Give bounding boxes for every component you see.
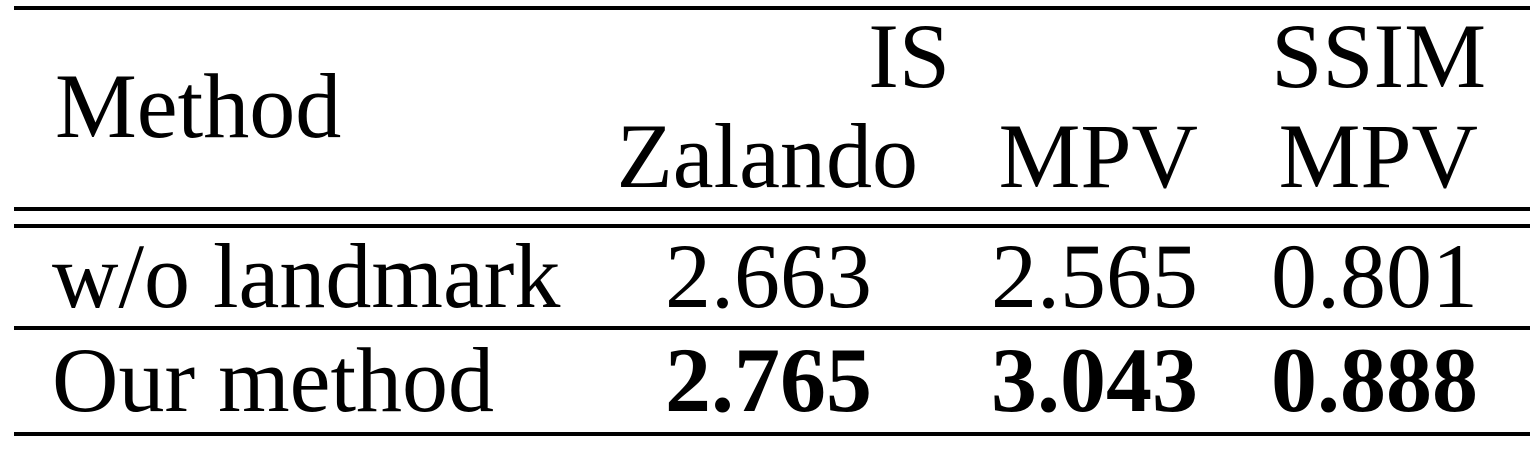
header-sub-zalando: Zalando: [616, 105, 918, 207]
row-zalando-value: 2.663: [665, 225, 872, 327]
row-zalando-value: 2.765: [665, 329, 872, 431]
row-method: w/o landmark: [52, 225, 561, 327]
row-ssim-value: 0.888: [1271, 329, 1478, 431]
row-method: Our method: [52, 329, 495, 431]
row-is-mpv-value: 2.565: [991, 225, 1198, 327]
header-group-is: IS: [868, 5, 950, 107]
header-method: Method: [55, 55, 342, 157]
row-separator-rule: [14, 326, 1530, 330]
header-group-ssim: SSIM: [1271, 5, 1486, 107]
header-double-rule-top: [14, 207, 1530, 211]
bottom-rule: [14, 432, 1530, 436]
row-is-mpv-value: 3.043: [991, 329, 1198, 431]
header-sub-ssim-mpv: MPV: [1278, 105, 1478, 207]
header-double-rule-bottom: [14, 224, 1530, 228]
header-sub-is-mpv: MPV: [998, 105, 1198, 207]
top-rule: [14, 6, 1530, 10]
row-ssim-value: 0.801: [1271, 225, 1478, 327]
